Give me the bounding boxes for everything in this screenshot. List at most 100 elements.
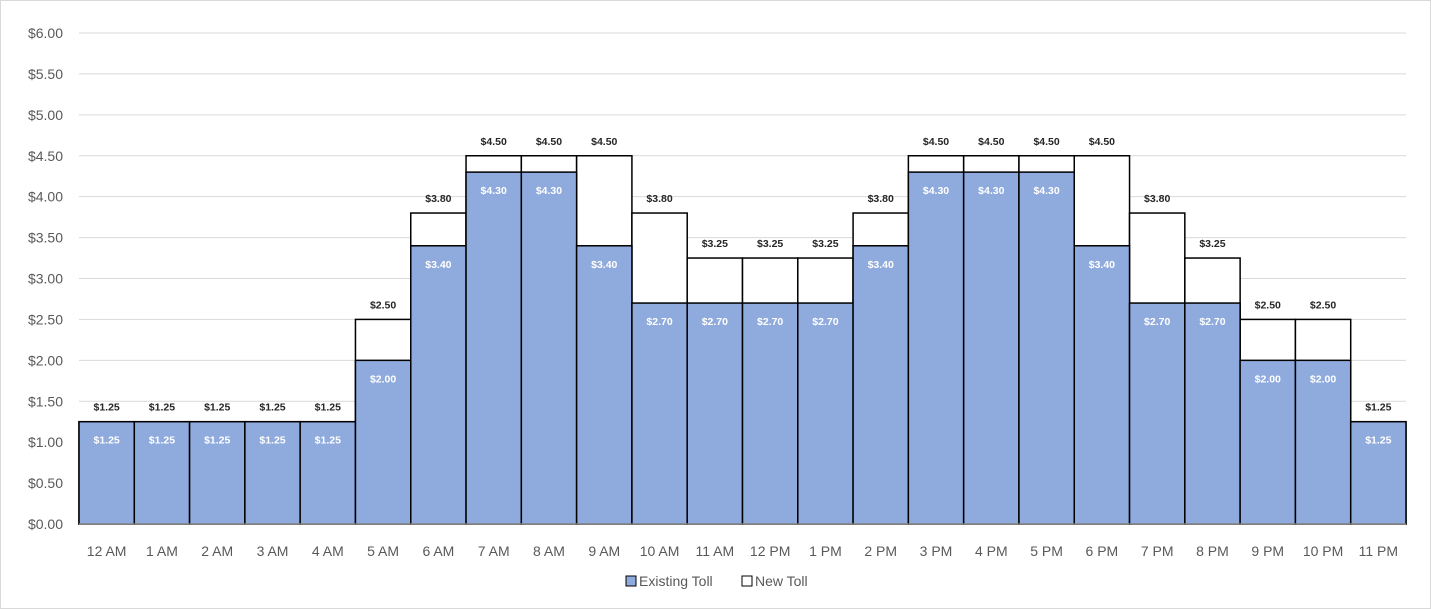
- x-tick-label: 11 PM: [1359, 543, 1398, 559]
- x-tick-label: 11 AM: [696, 543, 735, 559]
- data-label-existing-toll: $2.70: [646, 316, 672, 328]
- y-tick-label: $6.00: [28, 25, 63, 41]
- y-tick-label: $2.00: [28, 352, 63, 368]
- y-tick-label: $4.00: [28, 189, 63, 205]
- data-label-new-toll: $4.50: [978, 136, 1004, 148]
- bar-existing-toll: [410, 245, 467, 525]
- data-label-new-toll: $4.50: [923, 136, 949, 148]
- data-label-existing-toll: $2.70: [1144, 316, 1170, 328]
- x-tick-label: 3 PM: [920, 543, 953, 559]
- data-label-new-toll: $1.25: [94, 402, 120, 414]
- data-label-existing-toll: $2.00: [1255, 373, 1281, 385]
- x-tick-label: 4 PM: [975, 543, 1008, 559]
- bar-existing-toll: [1294, 359, 1352, 525]
- data-label-existing-toll: $4.30: [536, 185, 562, 197]
- x-tick-label: 8 PM: [1196, 543, 1229, 559]
- data-label-new-toll: $2.50: [370, 299, 396, 311]
- data-label-existing-toll: $2.00: [1310, 373, 1336, 385]
- data-label-new-toll: $1.25: [204, 402, 230, 414]
- x-tick-label: 6 AM: [422, 543, 454, 559]
- data-label-existing-toll: $2.70: [1199, 316, 1225, 328]
- data-label-new-toll: $3.80: [425, 193, 451, 205]
- data-label-new-toll: $1.25: [315, 402, 341, 414]
- data-label-existing-toll: $1.25: [94, 435, 120, 447]
- y-tick-label: $3.50: [28, 230, 63, 246]
- bar-existing-toll: [741, 302, 799, 525]
- data-label-existing-toll: $4.30: [481, 185, 507, 197]
- x-tick-label: 2 PM: [864, 543, 897, 559]
- x-tick-label: 9 PM: [1251, 543, 1284, 559]
- legend-label-existing-toll: Existing Toll: [639, 573, 713, 589]
- data-label-existing-toll: $2.70: [812, 316, 838, 328]
- x-tick-label: 6 PM: [1086, 543, 1119, 559]
- x-tick-label: 7 PM: [1141, 543, 1174, 559]
- legend-swatch-new-toll: [741, 575, 753, 587]
- bar-existing-toll: [962, 171, 1020, 525]
- data-label-new-toll: $1.25: [149, 402, 175, 414]
- legend-swatch-existing-toll: [625, 575, 637, 587]
- x-tick-label: 5 PM: [1030, 543, 1063, 559]
- x-tick-label: 1 PM: [809, 543, 842, 559]
- bar-existing-toll: [797, 302, 854, 525]
- data-label-existing-toll: $3.40: [868, 259, 894, 271]
- y-tick-label: $5.00: [28, 107, 63, 123]
- data-label-new-toll: $4.50: [1033, 136, 1059, 148]
- data-label-existing-toll: $2.70: [757, 316, 783, 328]
- bar-existing-toll: [852, 245, 910, 525]
- data-label-new-toll: $3.80: [868, 193, 894, 205]
- bar-existing-toll: [133, 420, 191, 525]
- data-label-new-toll: $2.50: [1255, 299, 1281, 311]
- data-label-new-toll: $1.25: [259, 402, 285, 414]
- data-label-existing-toll: $3.40: [425, 259, 451, 271]
- data-label-new-toll: $3.80: [1144, 193, 1170, 205]
- x-axis-tick-labels: 12 AM 1 AM 2 AM 3 AM 4 AM 5 AM 6 AM 7 AM 8 AM 9 A…: [87, 543, 1398, 559]
- bar-existing-toll: [575, 245, 633, 525]
- data-label-new-toll: $3.25: [702, 238, 728, 250]
- x-tick-label: 12 AM: [87, 543, 127, 559]
- data-label-existing-toll: $3.40: [591, 259, 617, 271]
- data-label-new-toll: $1.25: [1365, 402, 1391, 414]
- data-label-new-toll: $4.50: [1089, 136, 1115, 148]
- data-label-new-toll: $4.50: [481, 136, 507, 148]
- data-label-new-toll: $2.50: [1310, 299, 1336, 311]
- y-tick-label: $5.50: [28, 66, 63, 82]
- bar-existing-toll: [631, 302, 688, 525]
- bar-existing-toll: [1128, 302, 1186, 525]
- data-label-existing-toll: $1.25: [1365, 435, 1391, 447]
- x-tick-label: 9 AM: [588, 543, 620, 559]
- new-toll-data-labels: $1.25 $1.25 $1.25 $1.25 $1.25 $2.50 $3.80 $4.50…: [94, 136, 1392, 414]
- x-tick-label: 2 AM: [201, 543, 233, 559]
- bar-existing-toll: [520, 171, 578, 525]
- y-tick-label: $4.50: [28, 148, 63, 164]
- data-label-existing-toll: $2.00: [370, 373, 396, 385]
- data-label-existing-toll: $4.30: [978, 185, 1004, 197]
- data-label-new-toll: $3.25: [1199, 238, 1225, 250]
- data-label-new-toll: $3.80: [646, 193, 672, 205]
- data-label-existing-toll: $4.30: [1033, 185, 1059, 197]
- bar-existing-toll: [1073, 245, 1131, 525]
- x-tick-label: 3 AM: [257, 543, 289, 559]
- bar-existing-toll: [188, 420, 246, 525]
- x-tick-label: 10 AM: [640, 543, 680, 559]
- x-tick-label: 12 PM: [750, 543, 790, 559]
- y-tick-label: $2.50: [28, 311, 63, 327]
- bar-existing-toll: [907, 171, 965, 525]
- y-tick-label: $0.00: [28, 516, 63, 532]
- existing-toll-bars: [78, 171, 1407, 525]
- legend: Existing Toll New Toll: [625, 573, 808, 589]
- x-tick-label: 4 AM: [312, 543, 344, 559]
- data-label-new-toll: $3.25: [757, 238, 783, 250]
- data-label-existing-toll: $3.40: [1089, 259, 1115, 271]
- bar-existing-toll: [686, 302, 744, 525]
- y-axis-tick-labels: $0.00 $0.50 $1.00 $1.50 $2.00 $2.50 $3.00 $3.50…: [28, 25, 63, 532]
- bar-existing-toll: [1349, 420, 1407, 525]
- bar-existing-toll: [465, 171, 523, 525]
- data-label-new-toll: $4.50: [536, 136, 562, 148]
- bar-existing-toll: [1184, 302, 1241, 525]
- bar-existing-toll: [1018, 171, 1075, 525]
- y-tick-label: $1.00: [28, 434, 63, 450]
- x-tick-label: 1 AM: [146, 543, 178, 559]
- legend-label-new-toll: New Toll: [755, 573, 808, 589]
- existing-toll-data-labels: $1.25 $1.25 $1.25 $1.25 $1.25 $2.00 $3.40 $4.30…: [94, 185, 1392, 447]
